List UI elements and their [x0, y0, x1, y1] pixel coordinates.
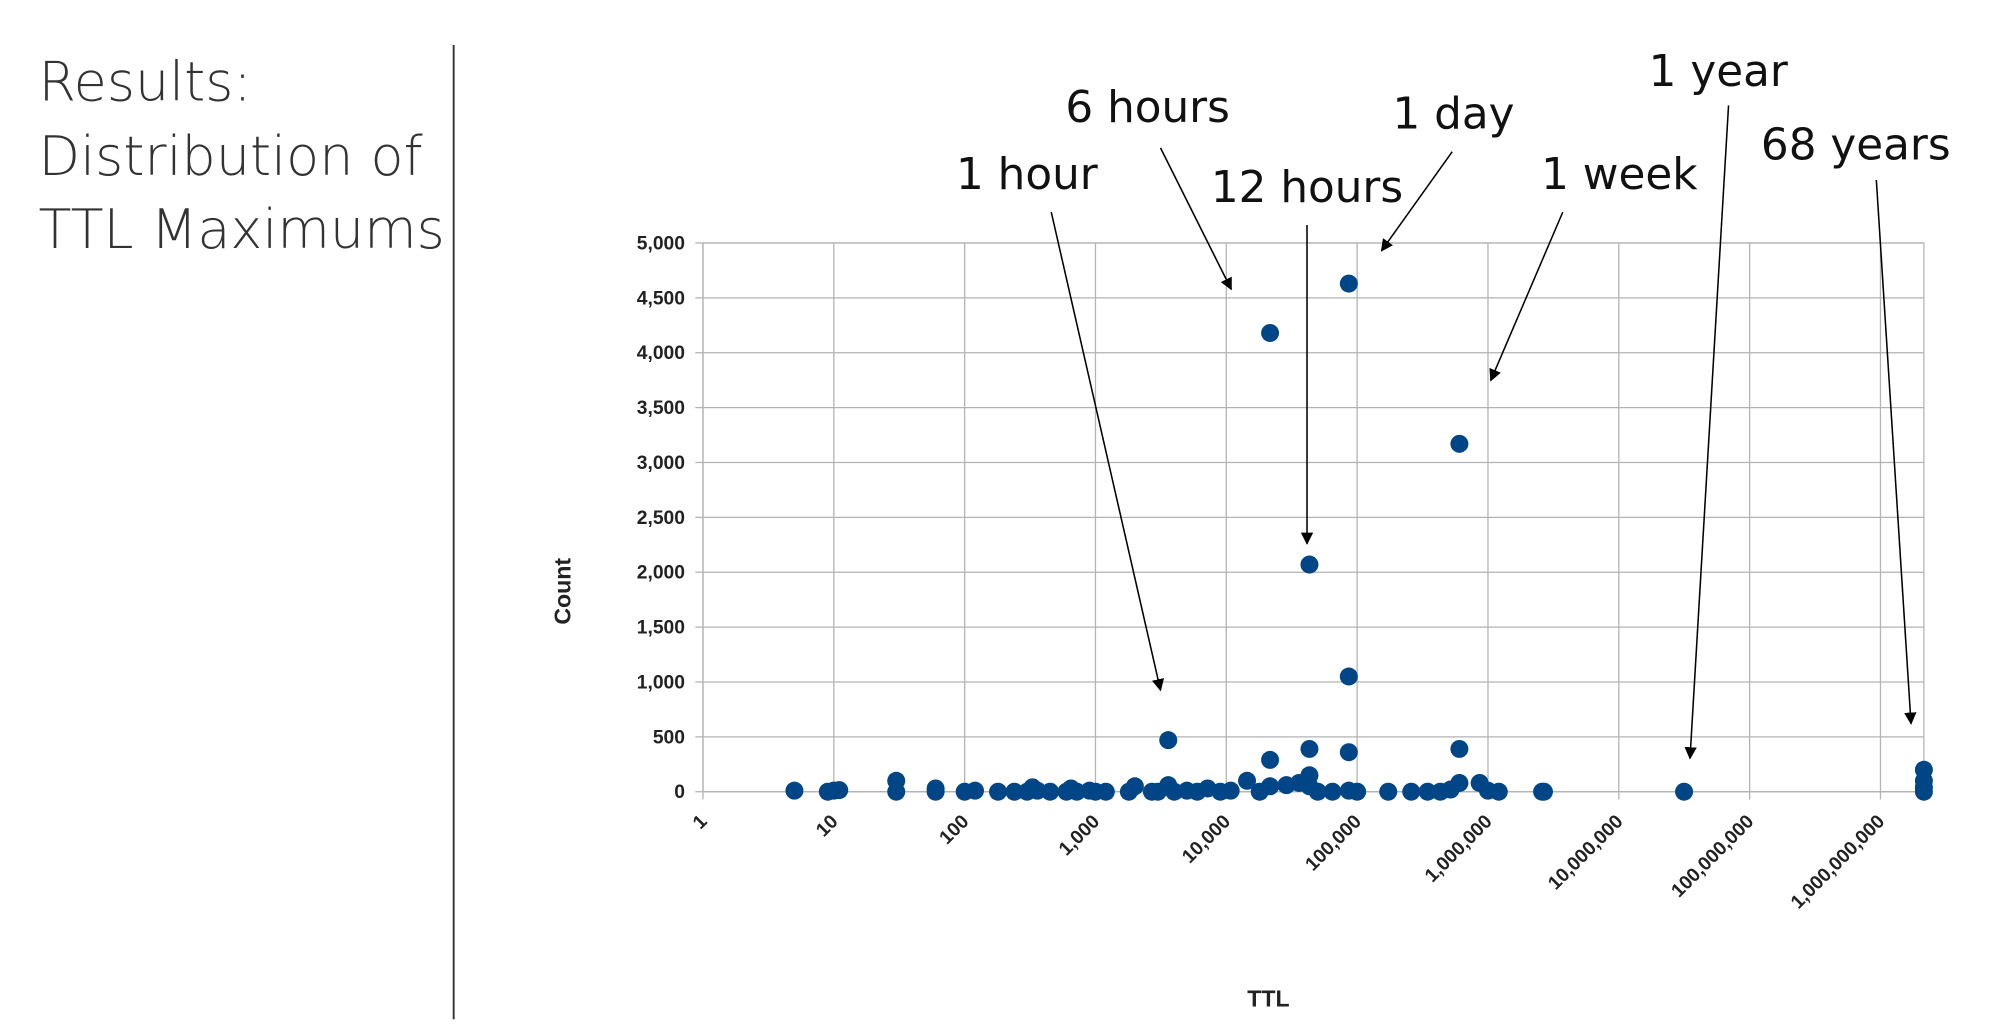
x-tick-label: 100,000,000 [1668, 811, 1759, 902]
data-point [1041, 782, 1060, 801]
data-point [1339, 667, 1358, 686]
data-point [1261, 323, 1280, 342]
annotation-arrow [1684, 105, 1730, 760]
y-tick-label: 5,000 [637, 233, 685, 254]
y-tick-label: 4,500 [637, 288, 685, 309]
data-point [1402, 782, 1421, 801]
data-point [1489, 782, 1508, 801]
data-point [1261, 777, 1280, 796]
annotation: 1 hour [956, 149, 1098, 200]
data-point [1221, 781, 1240, 800]
data-point [1450, 434, 1469, 453]
data-point [1450, 739, 1469, 758]
data-point [887, 771, 906, 790]
annotation: 6 hours [1065, 82, 1230, 133]
data-point [1323, 782, 1342, 801]
annotation-arrow [1380, 151, 1453, 252]
data-point [830, 781, 849, 800]
x-tick-label: 10 [812, 811, 842, 841]
annotation-arrow [1489, 211, 1564, 382]
data-point [785, 781, 804, 800]
x-tick-label: 100 [936, 811, 974, 849]
data-point [1914, 782, 1933, 801]
x-tick-label: 1,000,000,000 [1787, 811, 1889, 913]
data-point [1339, 743, 1358, 762]
y-axis-title: Count [550, 558, 576, 625]
data-point [1418, 782, 1437, 801]
data-point [989, 782, 1008, 801]
annotation: 12 hours [1211, 162, 1403, 213]
annotation-arrow [1159, 147, 1232, 291]
x-tick-label: 1,000,000 [1421, 811, 1496, 886]
data-point [1379, 782, 1398, 801]
data-point [1238, 771, 1257, 790]
y-tick-label: 500 [653, 727, 685, 748]
slide-title: Results: [39, 50, 252, 113]
chart: 0 500 1,000 1,500 2,000 2,500 3,000 3,500 4,000 4… [550, 46, 1951, 1011]
x-tick-label: 1 [689, 811, 712, 834]
slide-title: Distribution of [39, 125, 423, 188]
data-point [1300, 555, 1319, 574]
x-tick-label: 10,000,000 [1544, 811, 1627, 894]
annotation-arrow [1875, 179, 1917, 725]
x-axis-title: TTL [1247, 985, 1289, 1011]
data-point [1339, 274, 1358, 293]
data-point [1125, 777, 1144, 796]
annotation: 1 day [1392, 89, 1514, 140]
annotation: 1 year [1649, 46, 1788, 97]
x-tick-label: 1,000 [1055, 811, 1104, 860]
data-point [926, 782, 945, 801]
y-tick-label: 1,500 [637, 618, 685, 639]
annotation-arrow [1050, 211, 1165, 692]
y-tick-label: 4,000 [637, 343, 685, 364]
data-point [1450, 773, 1469, 792]
data-point [1308, 782, 1327, 801]
y-tick-label: 0 [674, 782, 685, 803]
data-point [1261, 750, 1280, 769]
y-tick-label: 3,000 [637, 453, 685, 474]
y-tick-label: 2,000 [637, 563, 685, 584]
data-point [1159, 731, 1178, 750]
annotation: 68 years [1761, 119, 1951, 170]
data-point [1096, 782, 1115, 801]
x-tick-label: 10,000 [1178, 811, 1235, 868]
data-point [1675, 782, 1694, 801]
slide-title: TTL Maximums [39, 198, 445, 261]
data-point [1300, 739, 1319, 758]
data-point [1348, 782, 1367, 801]
y-tick-label: 1,000 [637, 672, 685, 693]
data-point [1005, 782, 1024, 801]
y-tick-label: 2,500 [637, 508, 685, 529]
annotation: 1 week [1541, 149, 1698, 200]
data-point [966, 781, 985, 800]
y-tick-label: 3,500 [637, 398, 685, 419]
x-tick-label: 100,000 [1302, 811, 1366, 875]
data-point [1534, 782, 1553, 801]
